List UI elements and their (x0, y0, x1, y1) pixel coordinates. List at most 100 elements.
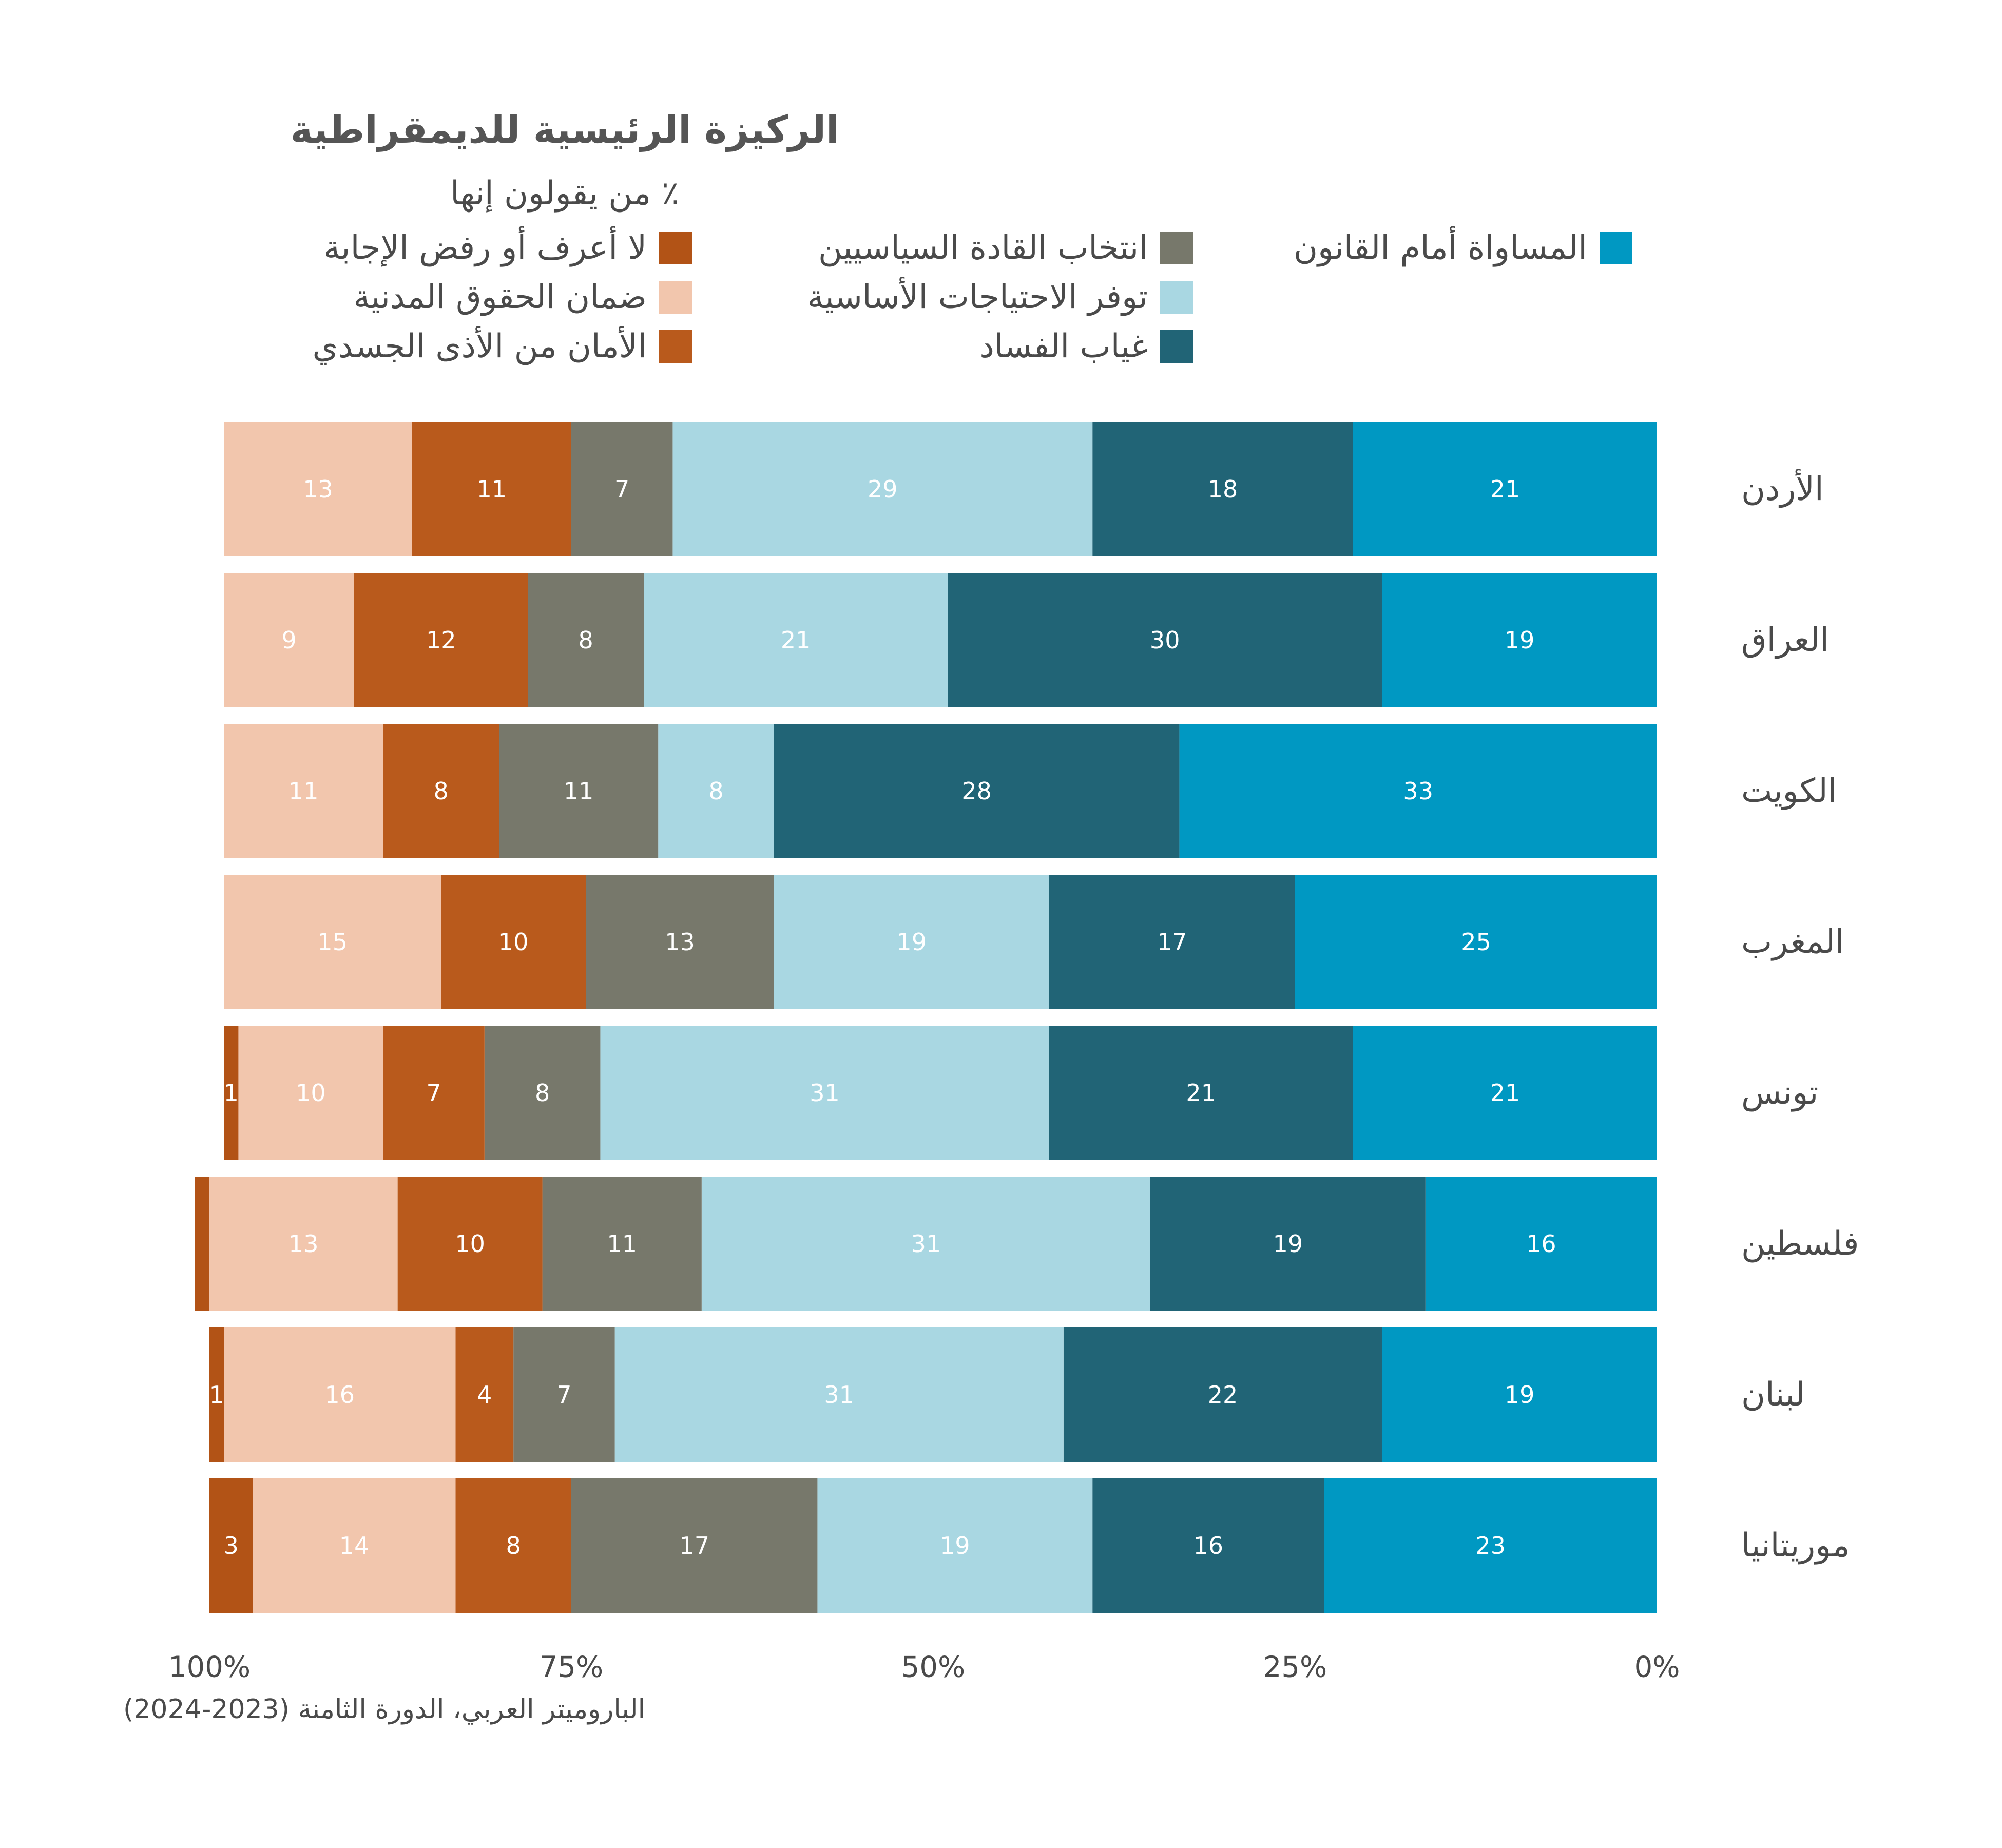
bar-segment (209, 1478, 253, 1613)
legend-item-2: غياب الفساد (628, 323, 1193, 370)
bar-segment (817, 1478, 1093, 1613)
bar-segment (658, 724, 774, 858)
bar-segment (600, 1026, 1049, 1160)
bar-segment (253, 1478, 456, 1613)
data-label: 23 (1475, 1532, 1506, 1560)
bar-segment (1049, 1026, 1353, 1160)
data-label: 22 (1208, 1381, 1238, 1409)
category-labels-layer: الأردن العراق الكويت المغرب تونس فلسطين لبنان م… (1741, 468, 1859, 1565)
bar-segment (542, 1177, 702, 1311)
legend-label: الأمان من الأذى الجسدي (312, 328, 647, 365)
bar-segment (499, 724, 659, 858)
data-label: 16 (1526, 1230, 1556, 1258)
bar-segment (774, 875, 1049, 1009)
category-label: فلسطين (1741, 1225, 1859, 1263)
bar-segment (513, 1327, 615, 1462)
x-tick-label: 0% (1634, 1651, 1680, 1684)
data-label: 3 (224, 1532, 239, 1560)
data-label: 19 (1505, 1381, 1535, 1409)
bar-segment (224, 422, 412, 556)
data-label: 7 (614, 475, 629, 503)
data-label: 13 (288, 1230, 319, 1258)
data-label: 19 (1505, 626, 1535, 654)
data-label: 21 (781, 626, 811, 654)
data-label: 8 (579, 626, 593, 654)
legend-swatch (1600, 232, 1632, 264)
legend-item-4: انتخاب القادة السياسيين (628, 225, 1193, 271)
data-label: 13 (303, 475, 333, 503)
data-label: 31 (824, 1381, 854, 1409)
data-label: 30 (1150, 626, 1180, 654)
data-label: 11 (477, 475, 507, 503)
category-label: لبنان (1741, 1376, 1805, 1414)
x-tick-label: 25% (1263, 1651, 1327, 1684)
legend-swatch (1160, 281, 1193, 314)
data-label: 11 (288, 777, 319, 805)
data-label: 25 (1461, 928, 1491, 956)
legend-label: توفر الاحتياجات الأساسية (807, 278, 1148, 316)
chart-subtitle: ٪ من يقولون إنها (450, 175, 679, 213)
category-label: تونس (1741, 1074, 1818, 1112)
bar-segment (701, 1177, 1150, 1311)
bar-segment (354, 573, 528, 707)
data-label: 21 (1490, 1079, 1520, 1107)
bar-segment (1353, 422, 1657, 556)
bar-segment (528, 573, 644, 707)
data-label: 9 (281, 626, 296, 654)
category-label: المغرب (1741, 923, 1844, 961)
data-label: 12 (426, 626, 456, 654)
bar-segment (1179, 724, 1657, 858)
data-label: 8 (708, 777, 723, 805)
category-label: الأردن (1741, 468, 1824, 508)
legend-swatch (659, 330, 692, 363)
data-label: 19 (1273, 1230, 1303, 1258)
bar-segment (1382, 1327, 1657, 1462)
bar-segment (397, 1177, 543, 1311)
legend-label: المساواة أمام القانون (1294, 229, 1587, 267)
legend-item-3: توفر الاحتياجات الأساسية (628, 274, 1193, 320)
bar-segment (948, 573, 1382, 707)
data-label: 18 (1208, 475, 1238, 503)
chart-title: الركيزة الرئيسية للديمقراطية (290, 108, 839, 152)
data-label: 8 (506, 1532, 521, 1560)
data-labels-layer: 2118297111319302181293328811811251719131… (209, 475, 1556, 1560)
bar-segment (209, 1327, 224, 1462)
bar-segment (1295, 875, 1657, 1009)
x-axis: 0% 25% 50% 75% 100% (168, 1651, 1680, 1684)
legend-swatch (659, 281, 692, 314)
data-label: 10 (296, 1079, 326, 1107)
legend-item-7: لا أعرف أو رفض الإجابة (127, 225, 692, 271)
bar-segment (412, 422, 571, 556)
x-tick-label: 50% (901, 1651, 965, 1684)
bar-segment (455, 1478, 571, 1613)
data-label: 16 (1194, 1532, 1224, 1560)
bar-segment (644, 573, 948, 707)
bar-segment (484, 1026, 601, 1160)
bar-segment (209, 1177, 398, 1311)
legend-label: انتخاب القادة السياسيين (818, 229, 1148, 267)
legend-label: لا أعرف أو رفض الإجابة (323, 229, 647, 267)
data-label: 11 (564, 777, 594, 805)
legend-swatch (1160, 330, 1193, 363)
legend-item-1: المساواة أمام القانون (1068, 225, 1632, 271)
bar-segment (571, 422, 673, 556)
bar-segment (441, 875, 586, 1009)
bar-segment (1092, 422, 1353, 556)
data-label: 21 (1186, 1079, 1216, 1107)
x-tick-label: 75% (540, 1651, 603, 1684)
bar-segment (224, 724, 383, 858)
bar-segment (224, 1026, 239, 1160)
bar-segment (1425, 1177, 1657, 1311)
bar-segment (224, 573, 354, 707)
data-label: 7 (556, 1381, 571, 1409)
x-tick-label: 100% (168, 1651, 251, 1684)
bar-segment (195, 1177, 209, 1311)
bar-segment (224, 1327, 456, 1462)
data-label: 14 (339, 1532, 370, 1560)
data-label: 29 (868, 475, 898, 503)
data-label: 21 (1490, 475, 1520, 503)
legend-label: غياب الفساد (979, 328, 1148, 365)
data-label: 31 (911, 1230, 941, 1258)
bar-segment (238, 1026, 383, 1160)
